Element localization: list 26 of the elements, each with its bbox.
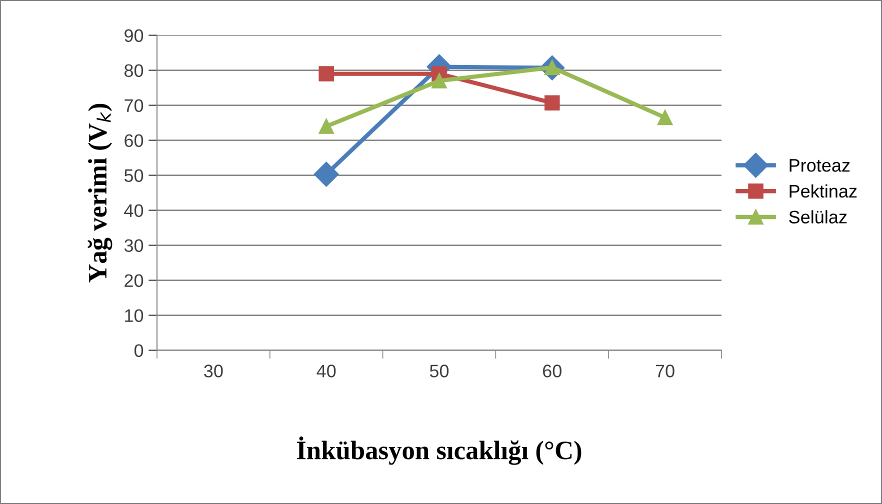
x-tick-label: 70 <box>656 364 674 378</box>
x-tick-label: 50 <box>430 364 449 378</box>
y-tick-label: 90 <box>124 29 144 42</box>
y-axis-title: Yağ verimi (V$_{k}$) <box>88 104 112 282</box>
point <box>318 66 334 82</box>
point <box>318 118 334 134</box>
y-tick-label: 40 <box>124 204 144 217</box>
x-axis-title: İnkübasyon sıcaklığı (°C) <box>297 436 582 465</box>
y-tick-label: 10 <box>125 309 144 322</box>
x-tick-label: 40 <box>316 364 336 378</box>
y-tick-label: 70 <box>124 99 144 112</box>
point <box>432 73 447 88</box>
y-tick-label: 0 <box>134 344 144 357</box>
y-tick-label: 20 <box>124 274 144 287</box>
point <box>314 162 339 187</box>
y-tick-label: 50 <box>124 169 144 182</box>
x-tick-label: 30 <box>204 364 223 378</box>
x-tick-label: 60 <box>543 364 562 378</box>
point <box>657 110 673 126</box>
legend-label: Pektinaz <box>790 184 857 198</box>
legend-label: Proteaz <box>790 159 850 172</box>
y-tick-label: 30 <box>124 239 144 252</box>
y-tick-label: 60 <box>124 134 144 147</box>
y-tick-label: 80 <box>124 64 144 77</box>
point <box>544 95 560 110</box>
legend-label: Selülaz <box>789 210 847 224</box>
